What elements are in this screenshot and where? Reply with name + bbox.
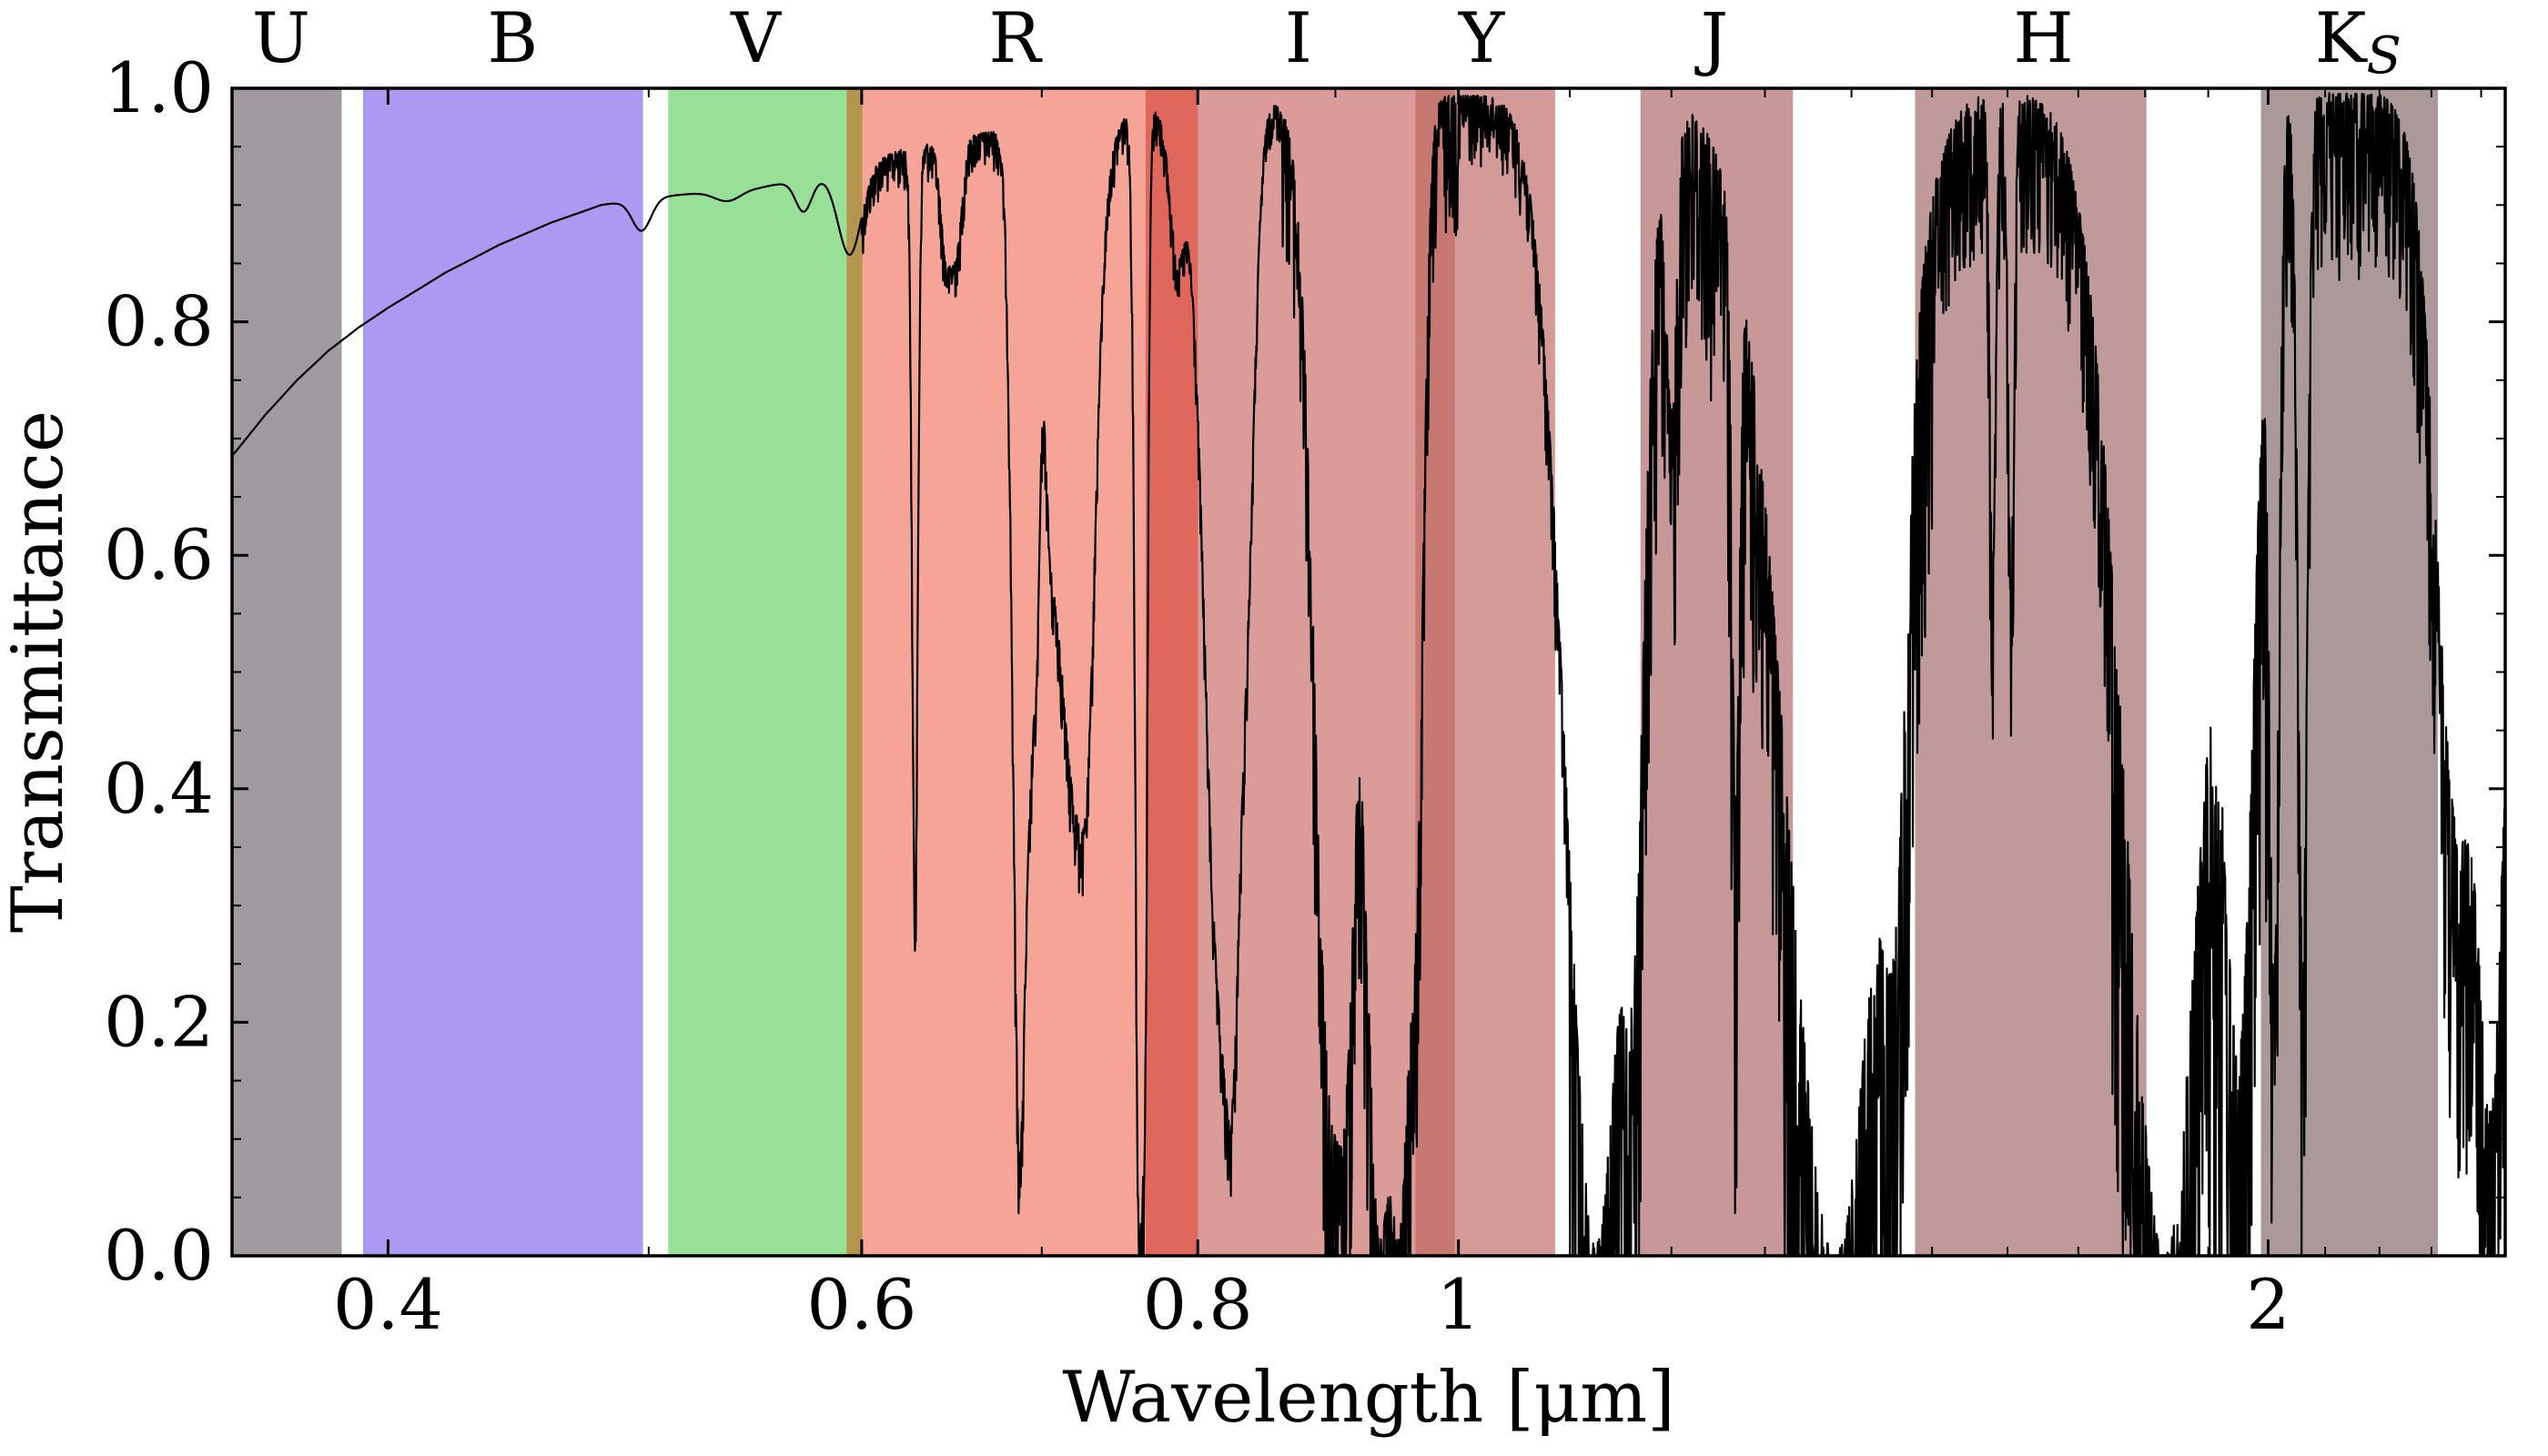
band-label-u: U [252, 0, 310, 78]
y-tick-label: 0.4 [104, 748, 214, 829]
band-label-b: B [487, 0, 538, 78]
band-label-ks: KS [2315, 0, 2401, 86]
y-axis-label: Transmittance [0, 410, 79, 933]
band-labels: U B V R I Y J H KS [252, 0, 2401, 86]
band-label-r: R [989, 0, 1044, 78]
band-rect-y [1454, 88, 1555, 1256]
band-label-j: J [1694, 0, 1728, 78]
transmittance-line [232, 92, 2505, 1256]
band-label-h: H [2013, 0, 2073, 78]
y-tick-label: 0.2 [104, 981, 214, 1062]
band-rect-i [1198, 88, 1419, 1256]
band-label-v: V [730, 0, 782, 78]
x-tick-label: 2 [2246, 1264, 2290, 1345]
band-label-i: I [1285, 0, 1312, 78]
band-rect-v [668, 88, 850, 1256]
spectrum-series [232, 92, 2505, 1256]
axis-ticks: 0.0 0.2 0.4 0.6 0.8 1.0 0.4 0.6 0.8 1 2 [104, 47, 2505, 1345]
y-tick-label: 1.0 [104, 47, 214, 128]
x-tick-label: 0.8 [1143, 1264, 1253, 1345]
filter-bands [232, 88, 2438, 1256]
x-tick-label: 1 [1436, 1264, 1480, 1345]
y-tick-label: 0.8 [104, 281, 214, 362]
y-tick-label: 0.6 [104, 514, 214, 595]
band-rect-overlap-7 [1415, 88, 1458, 1256]
y-tick-label: 0.0 [104, 1215, 214, 1296]
band-rect-b [362, 88, 643, 1256]
x-tick-label: 0.6 [806, 1264, 916, 1345]
band-rect-overlap-3 [846, 88, 865, 1256]
x-axis-label: Wavelength [μm] [1062, 1357, 1674, 1439]
band-rect-u [232, 88, 342, 1256]
x-tick-label: 0.4 [333, 1264, 443, 1345]
band-label-y: Y [1458, 0, 1505, 78]
band-rect-h [1915, 88, 2147, 1256]
